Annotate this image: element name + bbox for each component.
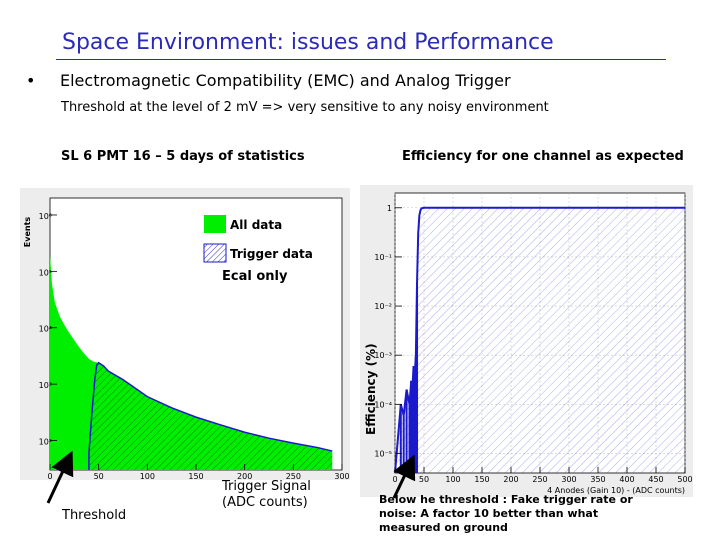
legend-all-data-label: All data	[230, 218, 282, 232]
trigger-data-line	[88, 361, 333, 470]
bullet-heading: Electromagnetic Compatibility (EMC) and …	[60, 71, 511, 90]
events-histogram-panel: 0 50 100 150 200 250 300 10² 10³ 10⁴ 10⁵ 10⁶ Events…	[20, 188, 350, 481]
efficiency-curve	[394, 206, 685, 474]
trigger-signal-units: (ADC counts)	[222, 495, 308, 510]
x-tick-label: 250	[532, 475, 547, 484]
legend-all-data-swatch	[204, 215, 226, 233]
events-histogram-chart: 0 50 100 150 200 250 300 10² 10³ 10⁴ 10⁵ 10⁶ Events…	[23, 197, 350, 481]
title-underline	[56, 59, 666, 60]
y-tick-label: 10⁻¹	[374, 253, 392, 262]
threshold-arrow	[46, 450, 74, 504]
footnote-line-3: measured on ground	[379, 521, 508, 534]
ecal-only-annotation: Ecal only	[222, 269, 288, 284]
y-tick-label: 10⁻⁵	[374, 449, 392, 458]
efficiency-hatch	[395, 207, 685, 474]
footnote-line-1: Below he threshold : Fake trigger rate o…	[379, 493, 633, 506]
efficiency-x-axis-label: 4 Anodes (Gain 10) - (ADC counts)	[547, 486, 685, 495]
y-tick-label: 10³	[39, 381, 52, 390]
x-tick-label: 250	[286, 472, 301, 480]
right-chart-caption: Efficiency for one channel as expected	[402, 149, 684, 164]
x-tick-label: 350	[590, 475, 605, 484]
threshold-label: Threshold	[62, 508, 127, 523]
x-tick-label: 400	[619, 475, 634, 484]
x-tick-label: 100	[445, 475, 460, 484]
slide-title: Space Environment: issues and Performanc…	[62, 30, 554, 55]
x-tick-label: 0	[47, 472, 52, 480]
efficiency-chart: 0 50 100 150 200 250 300 350 400 450 500110⁻¹10⁻²1…	[364, 192, 693, 508]
y-tick-label: 10⁻³	[374, 351, 392, 360]
x-tick-label: 200	[503, 475, 518, 484]
footnote-line-2: noise: A factor 10 better than what	[379, 507, 599, 520]
x-tick-label: 300	[334, 472, 349, 480]
x-tick-label: 150	[188, 472, 203, 480]
y-tick-label: 10²	[39, 438, 52, 447]
efficiency-panel: 0 50 100 150 200 250 300 350 400 450 500 1 10⁻¹ 10⁻² 1…	[360, 185, 693, 508]
y-tick-label: 10⁻²	[374, 302, 392, 311]
x-tick-label: 100	[140, 472, 155, 480]
trigger-signal-label: Trigger Signal	[222, 479, 311, 494]
y-tick-label: 1	[387, 204, 392, 213]
bullet-symbol: •	[26, 71, 36, 90]
threshold-arrow-right	[392, 454, 416, 499]
y-tick-label: 10⁴	[39, 325, 52, 334]
x-tick-label: 50	[94, 472, 104, 480]
x-tick-label: 150	[474, 475, 489, 484]
x-tick-label: 500	[677, 475, 692, 484]
legend-trigger-data-label: Trigger data	[230, 247, 313, 261]
x-tick-label: 50	[419, 475, 429, 484]
x-tick-label: 200	[237, 472, 252, 480]
y-tick-label: 10⁻⁴	[374, 400, 392, 409]
x-tick-label: 300	[561, 475, 576, 484]
y-tick-label: 10⁶	[39, 212, 52, 221]
events-axis-label: Events	[23, 217, 32, 248]
y-tick-label: 10⁵	[39, 268, 52, 277]
efficiency-axis-label: Efficiency (%)	[364, 343, 378, 435]
legend-trigger-data-swatch	[203, 243, 227, 263]
x-tick-label: 450	[648, 475, 663, 484]
trigger-data-hatch	[88, 362, 333, 470]
left-chart-caption: SL 6 PMT 16 – 5 days of statistics	[61, 149, 305, 164]
bullet-subtext: Threshold at the level of 2 mV => very s…	[61, 100, 549, 115]
